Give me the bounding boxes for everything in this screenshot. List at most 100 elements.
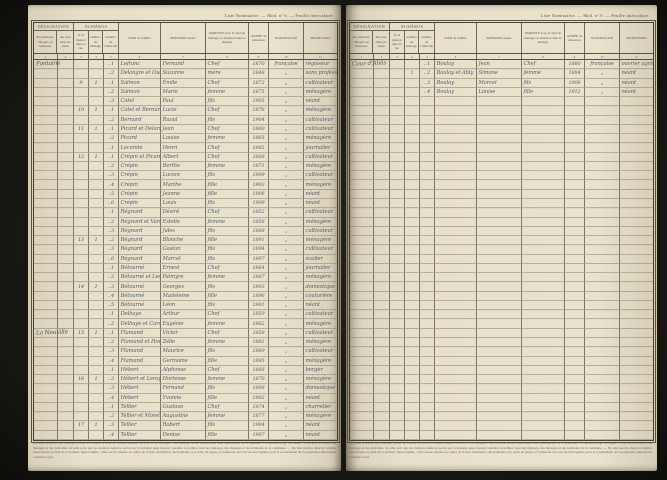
cell-profession	[620, 153, 653, 162]
cell-no-individu: 5	[104, 189, 119, 199]
cell-no-menage	[405, 356, 420, 366]
cell-prenom	[477, 375, 522, 385]
cell-parente: mère	[206, 69, 249, 79]
cell-lieu	[34, 282, 58, 292]
cell-nationalite	[585, 347, 620, 357]
cell-lieu: Cour d'Ablis	[350, 60, 386, 70]
cell-no-maison	[390, 161, 405, 172]
cell-lieu	[350, 198, 374, 209]
cell-lieu	[34, 69, 58, 79]
cell-no-menage	[405, 263, 420, 274]
cell-annee: 1864	[249, 263, 269, 274]
cell-no-maison	[390, 189, 405, 199]
cell-annee: 1870	[249, 375, 269, 385]
cell-no-menage	[89, 115, 104, 125]
cell-profession	[620, 116, 653, 125]
cell-nationalite	[585, 412, 620, 422]
cell-lieu	[350, 328, 374, 338]
cell-prenom	[477, 217, 522, 227]
cell-prenom	[477, 115, 522, 125]
cell-no-maison	[390, 254, 405, 264]
cell-no-menage	[89, 198, 104, 209]
cell-rue	[374, 87, 390, 98]
table-row	[350, 217, 653, 227]
cell-rue	[374, 300, 390, 311]
cell-lieu	[34, 310, 58, 320]
cell-parente: Chef	[206, 263, 249, 274]
cell-no-maison	[390, 245, 405, 255]
cell-annee	[565, 421, 585, 431]
cell-nom	[435, 189, 477, 199]
cell-parente	[522, 171, 565, 181]
cell-nationalite	[585, 245, 620, 255]
cell-nationalite: „	[269, 152, 304, 162]
cell-lieu	[350, 97, 374, 107]
cell-prenom: Léon	[161, 300, 206, 311]
cell-no-individu	[420, 319, 435, 329]
cell-rue	[58, 393, 74, 403]
cell-rue	[58, 319, 74, 329]
cell-no-individu: 6	[104, 254, 119, 264]
cell-no-maison	[74, 115, 89, 125]
table-row	[350, 356, 653, 366]
cell-no-menage	[89, 189, 104, 199]
cell-rue	[58, 384, 74, 394]
table-row: 1211Crépin et PicardAlbertChef1868„culti…	[34, 152, 337, 162]
cell-annee: 1858	[249, 328, 269, 338]
cell-annee: 1904	[249, 115, 269, 125]
cell-nom: Bétourné	[119, 291, 161, 301]
cell-no-maison	[74, 263, 89, 274]
cell-nom	[435, 412, 477, 422]
cell-rue	[374, 236, 390, 246]
cell-profession: journalier	[304, 264, 337, 274]
cell-parente	[522, 263, 565, 274]
cell-nationalite: „	[269, 87, 304, 98]
cell-nationalite: „	[269, 69, 304, 79]
cell-parente	[522, 152, 565, 162]
cell-annee	[565, 217, 585, 227]
cell-annee: 1885	[249, 143, 269, 153]
cell-profession	[620, 180, 653, 190]
cell-parente: femme	[522, 69, 565, 79]
cell-nationalite: „	[269, 430, 304, 440]
cell-parente	[522, 384, 565, 394]
cell-annee	[565, 189, 585, 199]
cell-no-menage	[405, 328, 420, 338]
header-group-numeros: NUMÉROS de la maison dans la rue numéro …	[390, 23, 435, 53]
cell-prenom: Gaston	[161, 245, 206, 255]
cell-annee: 1875	[249, 87, 269, 98]
cell-profession	[620, 282, 653, 292]
cell-prenom	[477, 412, 522, 422]
cell-nom: Flamand et Houry	[119, 337, 161, 348]
cell-prenom: Berthe	[161, 161, 206, 172]
cell-no-individu: 4	[420, 87, 435, 98]
cell-profession: ménagère	[304, 88, 337, 98]
cell-nom: Hébert	[119, 393, 161, 403]
cell-parente: Chef	[206, 152, 249, 162]
cell-rue	[58, 208, 74, 218]
cell-profession	[620, 394, 653, 403]
cell-no-maison	[74, 171, 89, 181]
cell-annee: 1871	[249, 161, 269, 172]
cell-no-menage	[405, 310, 420, 320]
cell-no-individu	[420, 106, 435, 116]
column-mark: 9	[565, 54, 585, 59]
cell-no-individu: 2	[104, 273, 119, 283]
cell-nationalite	[585, 180, 620, 190]
table-row	[350, 152, 653, 162]
cell-parente	[522, 365, 565, 376]
table-row	[350, 402, 653, 413]
cell-prenom: Louise	[161, 134, 206, 144]
cell-parente	[522, 97, 565, 107]
cell-parente	[522, 402, 565, 413]
cell-profession: ménagère	[304, 236, 337, 246]
cell-nom: Tellier et Morel	[119, 412, 161, 422]
cell-profession: ménagère	[304, 273, 337, 283]
table-row: La Neuville1511FlamandVictorChef1858„cul…	[34, 328, 337, 338]
table-row	[350, 282, 653, 292]
cell-nationalite: „	[269, 393, 304, 403]
cell-profession: ménagère	[304, 106, 337, 116]
cell-nom: Bétourné et Leduc	[119, 273, 161, 283]
cell-no-maison	[74, 319, 89, 329]
